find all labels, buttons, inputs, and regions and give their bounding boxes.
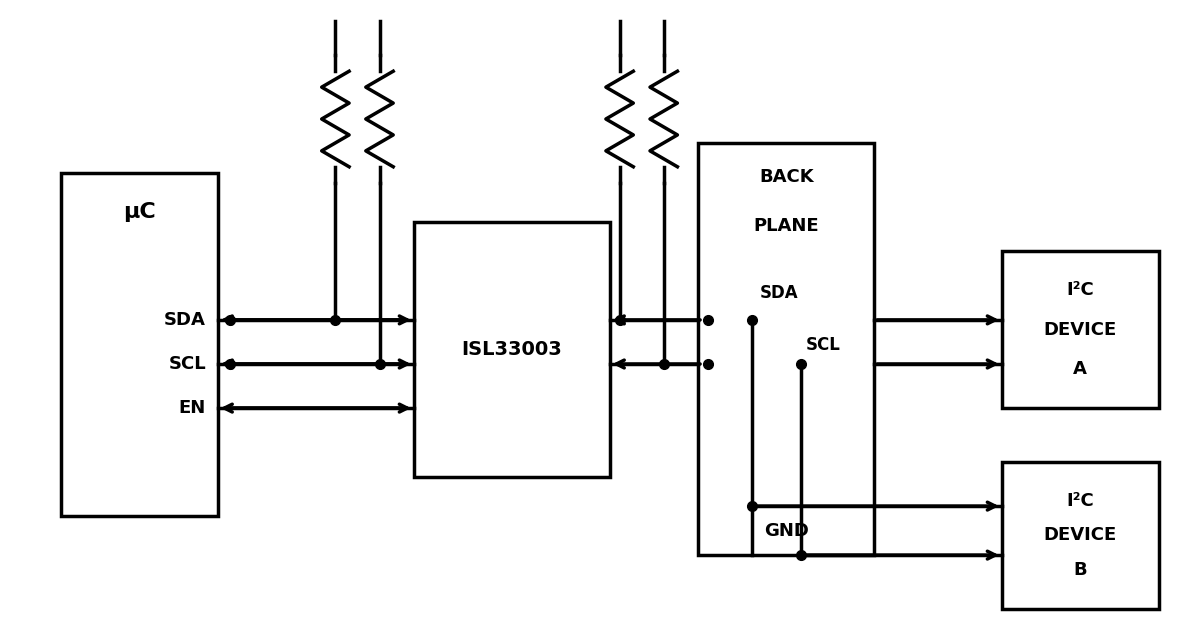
Text: A: A bbox=[1073, 360, 1087, 378]
Bar bbox=[1002, 462, 1159, 609]
Text: PLANE: PLANE bbox=[754, 217, 820, 235]
Text: SDA: SDA bbox=[164, 311, 206, 329]
Text: B: B bbox=[1073, 561, 1087, 579]
Text: SDA: SDA bbox=[760, 284, 798, 302]
Text: GND: GND bbox=[763, 522, 809, 541]
Text: SCL: SCL bbox=[168, 355, 206, 373]
Bar bbox=[414, 222, 610, 477]
Text: DEVICE: DEVICE bbox=[1044, 527, 1117, 544]
Text: DEVICE: DEVICE bbox=[1044, 321, 1117, 339]
Text: I²C: I²C bbox=[1067, 282, 1094, 299]
Text: ISL33003: ISL33003 bbox=[462, 340, 562, 359]
Text: EN: EN bbox=[179, 399, 206, 417]
Text: SCL: SCL bbox=[806, 336, 841, 354]
Bar bbox=[1002, 251, 1159, 408]
Text: μC: μC bbox=[124, 202, 156, 222]
Bar bbox=[61, 173, 218, 516]
Text: I²C: I²C bbox=[1067, 492, 1094, 510]
Bar bbox=[698, 144, 875, 555]
Text: BACK: BACK bbox=[758, 168, 814, 186]
